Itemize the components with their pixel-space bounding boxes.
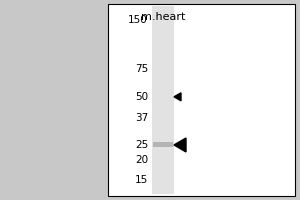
- Text: m.heart: m.heart: [141, 12, 185, 22]
- Polygon shape: [174, 93, 181, 101]
- Text: 50: 50: [135, 92, 148, 102]
- Text: 25: 25: [135, 140, 148, 150]
- Text: 20: 20: [135, 155, 148, 165]
- Text: 150: 150: [128, 15, 148, 25]
- Text: 75: 75: [135, 64, 148, 74]
- Text: 15: 15: [135, 175, 148, 185]
- Bar: [152, 6, 174, 194]
- Polygon shape: [174, 138, 186, 152]
- Bar: [108, 4, 295, 196]
- Bar: [153, 142, 173, 147]
- Text: 37: 37: [135, 113, 148, 123]
